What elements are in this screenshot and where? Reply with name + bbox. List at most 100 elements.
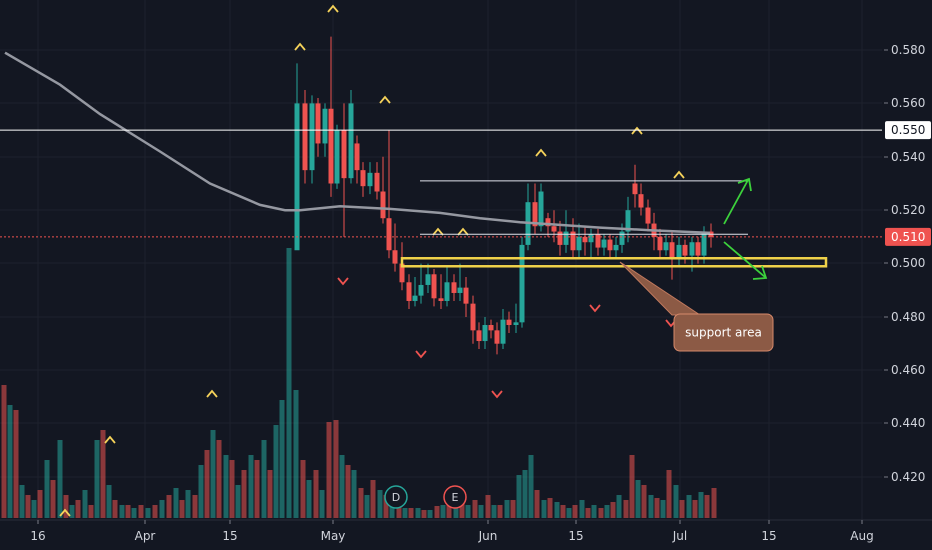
volume-bar-71: [453, 508, 459, 518]
candle-body-61: [682, 244, 688, 256]
volume-bar-89: [566, 508, 572, 518]
volume-bar-25: [159, 500, 165, 518]
candle-body-24: [451, 282, 457, 293]
candle-30: [488, 319, 494, 339]
volume-bar-8: [50, 480, 56, 518]
candle-body-32: [500, 319, 506, 344]
candle-body-23: [444, 282, 450, 301]
candlesticks: [294, 36, 714, 355]
x-tick-label-6: Jul: [672, 529, 687, 543]
volume-bar-97: [616, 495, 622, 518]
volume-bar-16: [100, 430, 106, 518]
candle-57: [657, 228, 663, 259]
candle-35: [519, 236, 525, 328]
candle-47: [595, 228, 601, 256]
volume-bar-92: [585, 508, 591, 518]
volume-bar-90: [572, 505, 578, 518]
candle-17: [406, 274, 412, 309]
candle-body-11: [367, 172, 373, 187]
volume-bar-102: [648, 495, 654, 518]
volume-bar-112: [711, 488, 717, 518]
volume-bar-23: [145, 508, 151, 518]
candle-9: [354, 135, 360, 184]
volume-bar-24: [152, 505, 158, 518]
candle-body-16: [399, 263, 405, 283]
candle-19: [418, 263, 424, 304]
candle-body-51: [619, 231, 625, 245]
candle-12: [374, 162, 380, 200]
candle-body-47: [595, 234, 601, 248]
candle-body-12: [374, 172, 380, 192]
candle-body-60: [676, 244, 682, 259]
candle-body-37: [532, 202, 538, 227]
fractal-up-9: [457, 227, 469, 236]
candle-26: [463, 276, 469, 317]
volume-bar-88: [560, 505, 566, 518]
volume-bar-47: [300, 460, 306, 518]
volume-bar-11: [69, 505, 75, 518]
volume-bar-103: [654, 498, 660, 518]
volume-bar-14: [88, 505, 94, 518]
candle-body-38: [538, 191, 544, 227]
candle-body-2: [309, 103, 315, 171]
candle-55: [645, 199, 651, 232]
volume-bar-110: [698, 492, 704, 518]
event-marker-d[interactable]: D: [384, 485, 408, 509]
arrow-up-line: [723, 179, 749, 225]
candle-body-46: [588, 234, 594, 243]
candle-body-55: [645, 207, 651, 224]
volume-bar-85: [541, 500, 547, 518]
fractal-up-2: [379, 95, 391, 104]
volume-bar-57: [364, 495, 370, 518]
candle-14: [386, 130, 392, 259]
x-tick-label-0: 16: [30, 529, 45, 543]
candle-15: [392, 223, 398, 272]
candle-body-62: [689, 242, 695, 256]
volume-bar-60: [383, 495, 389, 518]
candle-42: [563, 210, 569, 253]
volume-bar-18: [112, 500, 118, 518]
fractal-up-1: [294, 42, 306, 51]
volume-bar-21: [131, 508, 137, 518]
price-axis[interactable]: 0.580 0.560 0.540 0.520 0.500 0.480 0.460 0.440…: [884, 0, 932, 550]
event-marker-e[interactable]: E: [443, 485, 467, 509]
volume-bar-37: [235, 485, 241, 518]
event-marker-label-0: D: [392, 491, 400, 504]
volume-bar-87: [554, 502, 560, 518]
x-tick-label-8: Aug: [850, 529, 873, 543]
candle-body-28: [476, 330, 482, 342]
volume-bar-0: [1, 385, 7, 518]
candle-37: [532, 183, 538, 235]
candle-body-45: [582, 236, 588, 243]
volume-bar-108: [686, 495, 692, 518]
event-marker-circle-1: [443, 485, 467, 509]
moving-average-line: [4, 51, 711, 235]
volume-bar-80: [510, 500, 516, 518]
candle-body-58: [663, 242, 669, 251]
price-tag-resistance: [885, 121, 931, 140]
volume-bar-53: [339, 455, 345, 518]
candle-44: [576, 223, 582, 259]
time-axis[interactable]: 16 Apr 15 May Jun 15 Jul 15 Aug: [0, 519, 932, 550]
volume-bar-28: [179, 500, 185, 518]
candle-body-9: [354, 143, 360, 171]
volume-bar-58: [370, 480, 376, 518]
y-tick-label-5: 0.480: [891, 310, 925, 324]
fractal-up-5: [535, 148, 547, 157]
candle-body-6: [334, 130, 340, 184]
volume-bar-93: [591, 505, 597, 518]
candle-24: [451, 274, 457, 301]
candle-6: [334, 124, 340, 189]
candle-41: [557, 220, 563, 256]
x-tick-label-3: May: [321, 529, 346, 543]
volume-bar-84: [534, 490, 540, 518]
candle-body-59: [669, 242, 675, 259]
candle-43: [570, 218, 576, 259]
candle-body-10: [360, 170, 366, 187]
candle-body-52: [625, 210, 631, 232]
candle-body-64: [701, 231, 707, 256]
volume-bar-35: [223, 455, 229, 518]
volume-bar-104: [660, 500, 666, 518]
